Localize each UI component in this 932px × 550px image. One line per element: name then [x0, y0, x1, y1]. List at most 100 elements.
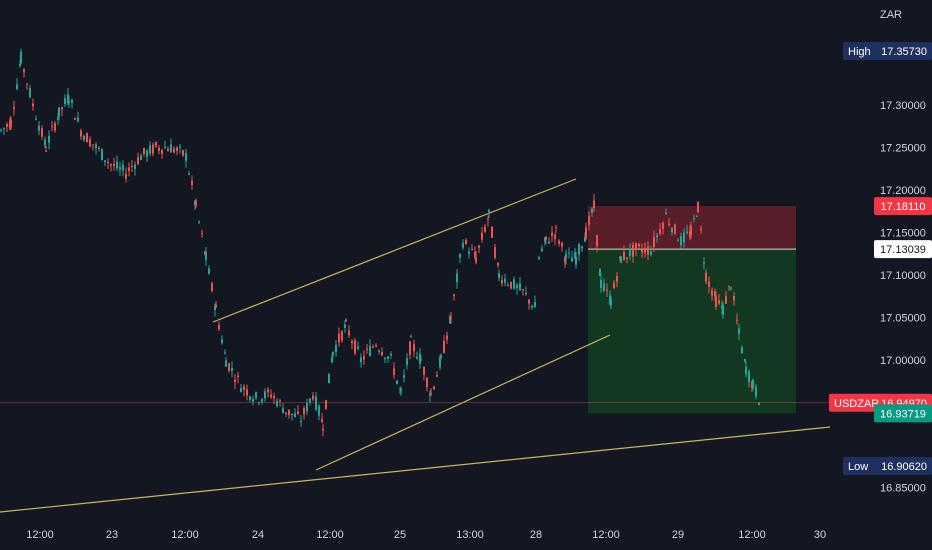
- candle-body: [140, 155, 142, 161]
- candle-body: [465, 239, 467, 244]
- candle-body: [641, 249, 643, 253]
- candle-body: [68, 101, 70, 103]
- candle-body: [443, 340, 445, 353]
- candle-body: [410, 336, 412, 338]
- entry-price-tag: 17.13039: [880, 244, 926, 256]
- candle-body: [430, 393, 432, 395]
- candle-body: [369, 345, 371, 357]
- candle-body: [629, 248, 631, 256]
- candle-body: [488, 209, 490, 213]
- currency-label: ZAR: [880, 9, 902, 21]
- candle-body: [561, 242, 563, 247]
- candle-body: [497, 262, 499, 266]
- candle-body: [393, 368, 395, 376]
- candle-body: [288, 409, 290, 416]
- candle-body: [436, 374, 438, 377]
- y-tick-label: 17.25000: [880, 143, 926, 155]
- candle-body: [647, 246, 649, 255]
- candle-body: [668, 223, 670, 225]
- candle-body: [693, 217, 695, 219]
- candle-body: [603, 283, 605, 291]
- candle-body: [345, 319, 347, 321]
- candle-body: [406, 358, 408, 365]
- candlesticks: [0, 48, 760, 437]
- candle-body: [554, 234, 556, 240]
- candle-body: [285, 412, 287, 414]
- candle-body: [708, 281, 710, 287]
- candle-body: [116, 161, 118, 169]
- candle-body: [146, 150, 148, 157]
- candle-body: [613, 282, 615, 289]
- target-price-tag-bg: [874, 404, 932, 423]
- candle-body: [591, 208, 593, 213]
- candle-body: [703, 262, 705, 264]
- candle-body: [459, 254, 461, 258]
- long-trendline[interactable]: [0, 426, 831, 513]
- candle-body: [403, 375, 405, 378]
- x-tick-label: 12:00: [592, 529, 620, 541]
- candle-body: [528, 299, 530, 304]
- candle-body: [616, 276, 618, 282]
- candle-body: [718, 300, 720, 304]
- candle-body: [588, 216, 590, 225]
- candle-body: [32, 103, 34, 107]
- candle-body: [450, 317, 452, 319]
- candle-body: [366, 348, 368, 350]
- candle-body: [600, 279, 602, 288]
- candle-body: [381, 351, 383, 356]
- x-tick-label: 12:00: [738, 529, 766, 541]
- stop-price-tag-bg: [874, 197, 932, 216]
- candle-body: [101, 149, 103, 161]
- candle-body: [348, 330, 350, 336]
- candle-body: [83, 135, 85, 140]
- candle-body: [306, 402, 308, 412]
- stop-price-tag: 17.18110: [880, 201, 925, 213]
- upper-channel-line[interactable]: [212, 178, 577, 323]
- candle-body: [276, 400, 278, 407]
- y-tick-label: 17.05000: [880, 313, 926, 325]
- candle-body: [653, 237, 655, 247]
- candle-body: [420, 359, 422, 361]
- price-axis[interactable]: 17.30000 17.25000 17.20000 17.15000 17.10000…: [880, 100, 926, 495]
- candle-body: [558, 240, 560, 244]
- candle-body: [730, 287, 732, 289]
- candle-body: [58, 107, 60, 117]
- candle-body: [426, 378, 428, 388]
- candle-body: [198, 221, 200, 223]
- candle-body: [341, 331, 343, 341]
- candle-body: [221, 339, 223, 344]
- candle-body: [396, 380, 398, 384]
- candle-body: [249, 396, 251, 400]
- candle-body: [179, 146, 181, 148]
- candle-body: [705, 272, 707, 282]
- y-tick-label: 17.00000: [880, 355, 926, 367]
- candle-body: [456, 273, 458, 283]
- candle-body: [16, 84, 18, 89]
- candle-body: [191, 180, 193, 185]
- candle-body: [484, 226, 486, 232]
- candle-body: [225, 360, 227, 367]
- candle-body: [525, 292, 527, 294]
- candle-body: [635, 242, 637, 251]
- candle-body: [176, 147, 178, 152]
- candle-body: [736, 319, 738, 321]
- x-tick-label: 12:00: [26, 529, 54, 541]
- candle-body: [733, 296, 735, 301]
- candle-body: [48, 136, 50, 143]
- candle-body: [167, 148, 169, 152]
- candle-body: [149, 145, 151, 154]
- candle-body: [110, 164, 112, 166]
- candle-body: [626, 257, 628, 259]
- candle-body: [711, 290, 713, 296]
- candle-body: [741, 347, 743, 354]
- candle-body: [143, 148, 145, 155]
- time-axis[interactable]: 12:00 23 12:00 24 12:00 25 13:00 28 12:00 29 12:00…: [26, 529, 826, 541]
- candle-body: [92, 144, 94, 146]
- candle-body: [325, 399, 327, 409]
- candle-body: [690, 226, 692, 235]
- candle-body: [6, 124, 8, 127]
- candle-body: [449, 316, 451, 323]
- candle-body: [644, 247, 646, 254]
- candle-body: [195, 200, 197, 206]
